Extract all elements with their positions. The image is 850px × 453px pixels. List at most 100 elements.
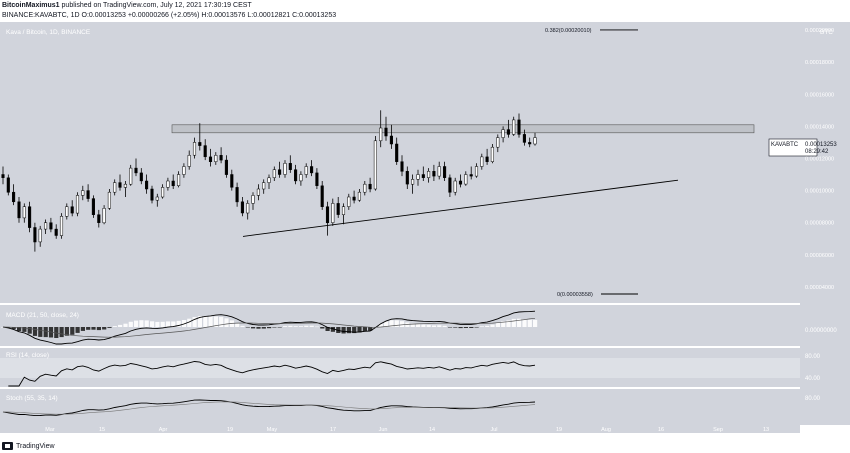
o-label: O: [81,12,89,19]
macd-bar [17,327,22,331]
macd-bar [128,321,133,327]
macd-pane[interactable]: MACD (21, 50, close, 24) 0.00000000 [0,305,837,346]
time-tick-label: Sep [713,427,723,433]
macd-bar [517,318,522,327]
macd-bar [426,324,431,327]
macd-bar [59,327,64,338]
macd-bar [102,327,107,330]
macd-bar [118,324,123,327]
macd-bar [203,315,208,327]
macd-bar [54,327,59,338]
stoch-pane[interactable]: Stoch (55, 35, 14) 80.00 [0,389,821,425]
ascending-support-line[interactable] [242,179,679,237]
macd-line [2,310,536,345]
candle-body [485,156,489,162]
candle-body [363,183,367,193]
resistance-zone[interactable] [171,124,755,134]
time-tick-label: 16 [658,427,664,433]
stoch-legend: Stoch (55, 35, 14) [6,395,58,402]
candle-body [22,206,26,219]
published-text: published on TradingView.com, July 12, 2… [61,2,252,9]
macd-bar [511,318,516,327]
macd-bar [240,325,245,327]
price-axis[interactable]: BTC 0.00020000 0.00018000 0.00016000 0.0001… [800,22,850,425]
rsi-pane[interactable]: RSI (14, close) 80.00 40.00 [0,348,821,387]
candle-body [469,174,473,177]
macd-bar [160,321,165,327]
macd-bar [431,325,437,327]
macd-bar [176,320,181,327]
candle-body [49,222,53,230]
footer-brand[interactable]: TradingView [2,442,55,450]
macd-bar [107,327,112,328]
stoch-k-line [2,399,536,417]
candle-body [501,129,505,138]
time-axis[interactable]: Mar 15 Apr 19 May 17 Jun 14 Jul 19 Aug 16 Sep 13 [0,425,800,433]
macd-bar [506,320,511,327]
macd-bar [330,327,335,332]
candle-body [33,227,37,243]
time-tick-label: May [267,427,278,433]
macd-bar [320,327,325,329]
macd-bar [192,317,197,327]
candle-body [139,172,143,182]
candle-body [278,169,282,175]
macd-bar [208,316,213,327]
macd-legend: MACD (21, 50, close, 24) [6,312,79,319]
candle-body [443,166,447,178]
candle-body [155,196,159,201]
candle-body [522,134,526,143]
macd-bar [405,322,410,327]
macd-bar [288,325,293,327]
candlestick-series [1,110,537,252]
candle-body [352,196,356,201]
candle-body [182,166,186,175]
macd-bar [389,320,394,327]
macd-bar [112,326,117,327]
candle-body [341,206,346,215]
candle-body [299,174,303,182]
candle-body [368,183,372,190]
candle-body [384,127,388,137]
candle-body [224,159,228,175]
macd-bar [64,327,69,336]
macd-bar [533,319,538,327]
macd-bar [378,323,383,327]
candle-body [161,187,165,198]
candle-body [315,172,319,186]
fib-level-label: 0.382(0.00020010) [545,28,592,34]
macd-bar [144,320,149,327]
price-tag-symbol: KAVABTC [771,142,799,148]
macd-bar [469,327,474,328]
price-pane-bg [0,22,800,303]
macd-bar [384,321,389,327]
time-tick-label: Jul [490,427,497,433]
candle-body [512,119,516,135]
rsi-axis-40: 40.00 [805,376,821,382]
candle-body [38,228,42,243]
chart-area[interactable]: Kava / Bitcoin, 1D, BINANCE 0.382(0.0002… [0,22,850,433]
o-value: 0.00013253 [88,12,126,19]
macd-bar [485,325,490,327]
rsi-band [0,358,800,378]
candle-body [496,137,500,148]
macd-signal-line [2,317,536,338]
macd-bar [261,327,266,329]
macd-bar [346,327,351,334]
time-tick-label: 17 [330,427,336,433]
macd-bar [38,327,43,337]
author-name[interactable]: BitcoinMaximus1 [2,2,60,9]
rsi-line [8,361,536,387]
candle-body [389,135,393,145]
price-pane[interactable]: Kava / Bitcoin, 1D, BINANCE 0.382(0.0002… [0,22,800,303]
candle-body [310,166,314,174]
macd-histogram [1,315,538,338]
candle-body [192,142,197,156]
change-value: +0.00000266 (+2.05%) [127,12,200,19]
c-value: 0.00013253 [299,12,337,19]
macd-bar [187,318,192,327]
candle-body [294,169,298,182]
macd-bar [527,319,532,327]
candle-body [288,163,292,170]
currency-label: BTC [820,29,833,36]
